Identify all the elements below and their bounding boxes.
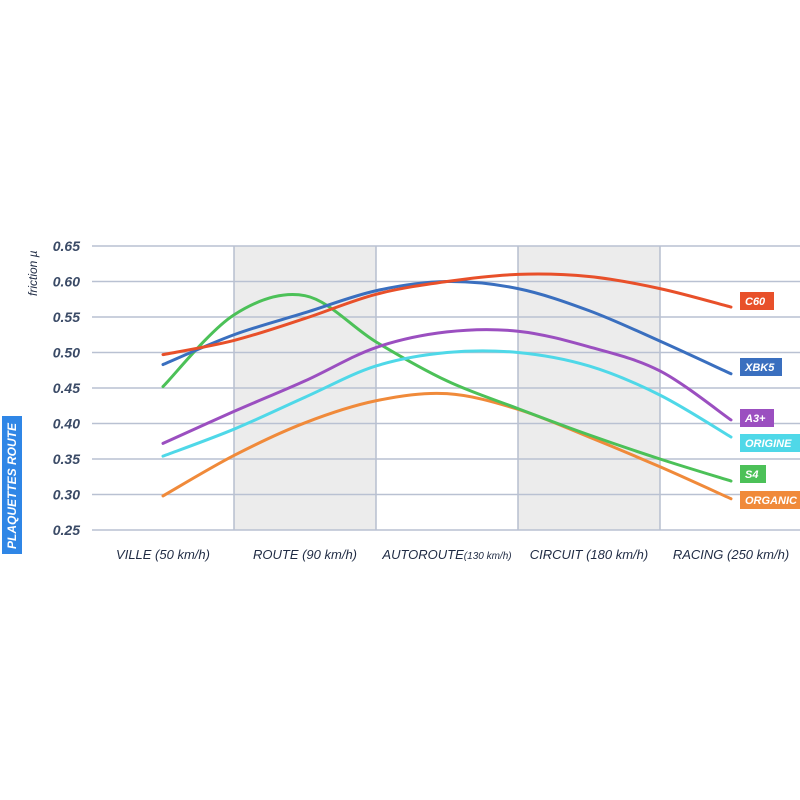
y-tick-label: 0.65 <box>53 238 80 254</box>
legend-badge-s4 <box>740 465 766 483</box>
y-tick-label: 0.30 <box>53 487 80 503</box>
y-tick-label: 0.35 <box>53 451 80 467</box>
x-category-label: ROUTE (90 km/h) <box>253 547 357 562</box>
y-tick-label: 0.40 <box>53 416 80 432</box>
side-title-badge: PLAQUETTES ROUTE <box>2 416 22 554</box>
side-title-background <box>2 416 22 554</box>
x-category-labels: VILLE (50 km/h) ROUTE (90 km/h) AUTOROUTE(… <box>116 547 789 562</box>
legend-label-organic: ORGANIC <box>745 495 798 507</box>
series-line-origine <box>161 349 733 458</box>
legend-badge-xbk5 <box>740 358 782 376</box>
legend-badge-c60 <box>740 292 774 310</box>
series-line-s4 <box>161 293 733 483</box>
legend-label-a3-: A3+ <box>744 413 766 425</box>
x-category-label: CIRCUIT (180 km/h) <box>530 547 648 562</box>
series-line-organic <box>161 391 733 501</box>
y-tick-label: 0.50 <box>53 345 80 361</box>
y-tick-label: 0.45 <box>53 380 80 396</box>
x-category-label: AUTOROUTE(130 km/h) <box>381 547 511 562</box>
x-category-label: VILLE (50 km/h) <box>116 547 210 562</box>
series-line-a3- <box>161 328 733 445</box>
y-tick-label: 0.55 <box>53 309 80 325</box>
legend-label-origine: ORIGINE <box>745 438 792 450</box>
series-line-c60 <box>161 272 733 357</box>
legend-badge-organic <box>740 491 800 509</box>
y-tick-labels: 0.65 0.60 0.55 0.50 0.45 0.40 0.35 0.30 0.25 <box>53 238 80 538</box>
legend-badge-origine <box>740 434 800 452</box>
x-category-label: RACING (250 km/h) <box>673 547 789 562</box>
legend: C60 XBK5 A3+ ORIGINE S4 ORGANIC <box>740 292 800 509</box>
legend-label-c60: C60 <box>745 296 766 308</box>
legend-badge-a3- <box>740 409 774 427</box>
y-tick-label: 0.25 <box>53 522 80 538</box>
y-axis-title: friction µ <box>26 250 40 296</box>
side-title: PLAQUETTES ROUTE <box>5 422 19 549</box>
legend-label-xbk5: XBK5 <box>744 362 775 374</box>
grid-lines <box>92 245 800 531</box>
y-tick-label: 0.60 <box>53 274 80 290</box>
legend-label-s4: S4 <box>745 469 758 481</box>
series-lines <box>161 272 733 501</box>
